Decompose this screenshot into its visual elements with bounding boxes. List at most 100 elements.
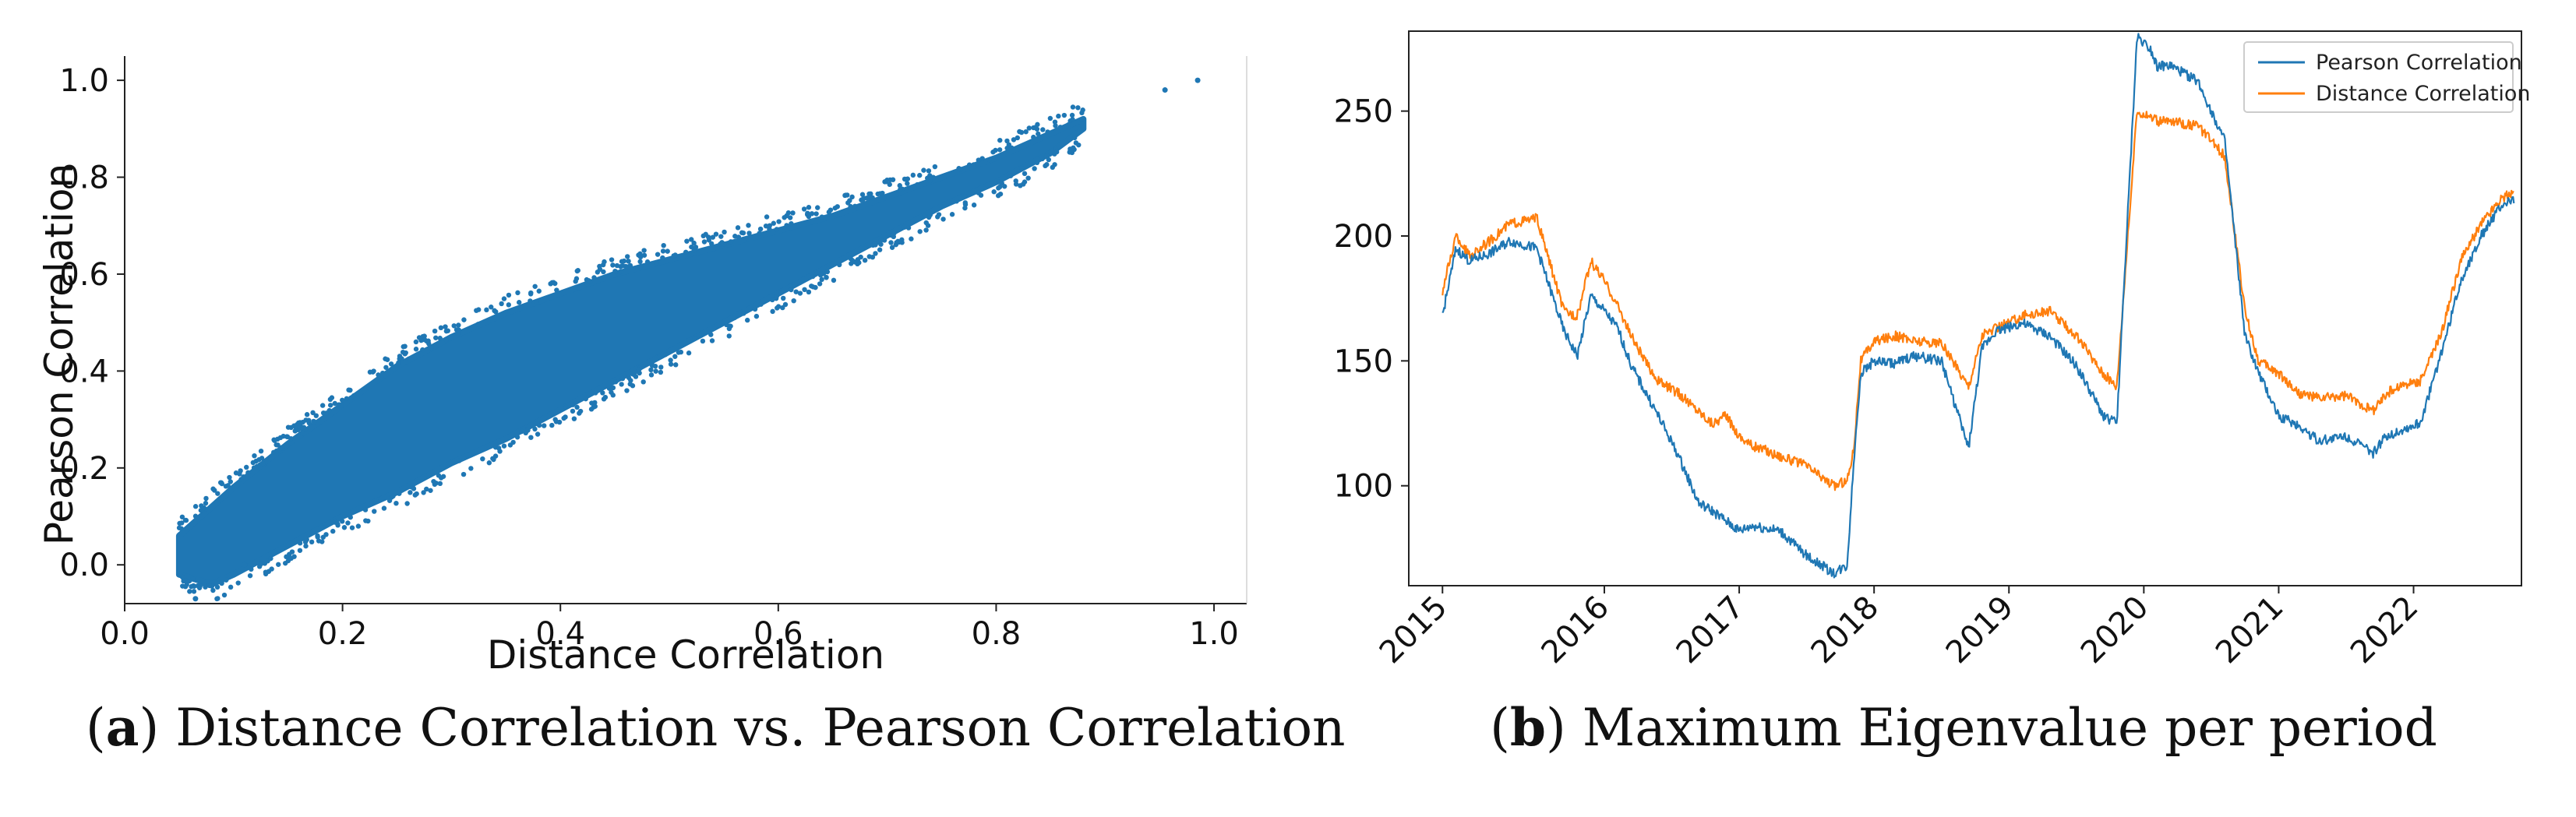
- scatter-point: [724, 322, 729, 328]
- scatter-point: [1036, 131, 1041, 137]
- scatter-point: [413, 339, 419, 345]
- scatter-point: [713, 231, 719, 237]
- scatter-point: [703, 231, 708, 238]
- scatter-point: [228, 584, 234, 590]
- scatter-point: [563, 414, 568, 420]
- scatter-point: [281, 433, 286, 439]
- scatter-point: [242, 562, 248, 568]
- scatter-point: [661, 242, 666, 248]
- scatter-point: [525, 428, 531, 433]
- scatter-y-axis-label: Pearson Correlation: [37, 164, 82, 545]
- scatter-point: [179, 574, 185, 580]
- legend-label-pearson: Pearson Correlation: [2316, 51, 2522, 75]
- scatter-point: [428, 488, 433, 493]
- scatter-x-tick-label: 0.6: [753, 616, 803, 652]
- scatter-point: [935, 214, 940, 220]
- scatter-point: [1007, 173, 1014, 178]
- caption-b-text: Maximum Eigenvalue per period: [1582, 698, 2437, 758]
- scatter-point: [319, 403, 326, 408]
- scatter-point: [902, 224, 908, 230]
- scatter-point: [570, 402, 576, 407]
- scatter-point: [991, 189, 997, 195]
- scatter-point: [826, 210, 832, 215]
- scatter-point: [1034, 126, 1040, 132]
- scatter-point: [966, 162, 972, 167]
- scatter-point: [976, 190, 981, 195]
- scatter-point: [241, 474, 246, 480]
- scatter-point: [624, 388, 630, 393]
- scatter-point: [319, 539, 325, 544]
- scatter-point: [228, 479, 233, 484]
- scatter-point: [648, 372, 655, 378]
- scatter-point: [728, 239, 734, 245]
- scatter-point: [329, 395, 335, 400]
- scatter-point: [201, 505, 206, 511]
- scatter-point: [962, 205, 968, 211]
- scatter-point: [656, 354, 662, 360]
- scatter-point: [915, 181, 920, 188]
- scatter-point: [979, 156, 985, 161]
- scatter-point: [424, 486, 429, 492]
- scatter-point: [186, 578, 192, 584]
- scatter-point: [654, 260, 659, 266]
- scatter-point: [848, 203, 853, 210]
- scatter-point: [668, 361, 674, 367]
- scatter-point: [758, 301, 764, 307]
- line-series-pearson-correlation: [1442, 33, 2515, 579]
- scatter-point: [422, 333, 427, 339]
- scatter-point: [895, 238, 901, 245]
- scatter-point: [701, 239, 708, 245]
- scatter-point: [660, 255, 665, 261]
- scatter-point: [1070, 104, 1076, 110]
- caption-b-letter: b: [1509, 697, 1547, 758]
- scatter-point: [263, 569, 269, 575]
- scatter-point: [940, 217, 946, 222]
- scatter-point: [183, 517, 189, 523]
- scatter-point: [484, 307, 489, 313]
- scatter-point: [196, 585, 203, 590]
- scatter-point: [219, 580, 224, 586]
- scatter-point: [592, 400, 598, 406]
- scatter-point: [676, 350, 682, 355]
- line-y-tick-label: 250: [1334, 94, 1393, 130]
- scatter-point: [206, 583, 213, 589]
- scatter-point: [202, 582, 207, 587]
- scatter-point: [404, 501, 410, 506]
- scatter-point: [574, 404, 580, 410]
- scatter-point: [330, 528, 336, 534]
- scatter-point: [971, 162, 976, 167]
- scatter-point: [782, 215, 787, 220]
- scatter-point: [400, 349, 406, 355]
- scatter-point: [393, 500, 399, 506]
- scatter-point: [726, 333, 732, 339]
- scatter-point: [789, 287, 794, 293]
- scatter-point: [258, 448, 264, 454]
- scatter-point: [932, 164, 938, 170]
- scatter-point: [433, 335, 439, 340]
- scatter-point: [770, 297, 775, 303]
- line-x-tick-label: 2015: [1373, 590, 1455, 671]
- scatter-point: [930, 174, 936, 180]
- scatter-point: [1031, 134, 1036, 140]
- scatter-point: [849, 258, 856, 263]
- scatter-point: [269, 566, 274, 572]
- line-plot-frame: [1408, 30, 2522, 586]
- scatter-point: [887, 181, 892, 188]
- scatter-point: [618, 269, 624, 274]
- caption-b: (b) Maximum Eigenvalue per period: [1490, 697, 2437, 758]
- scatter-y-tick-label: 0.8: [59, 160, 109, 196]
- scatter-point: [570, 408, 576, 414]
- scatter-point: [280, 445, 285, 451]
- scatter-point: [797, 280, 803, 286]
- scatter-point: [1017, 129, 1022, 135]
- scatter-point: [214, 584, 221, 590]
- scatter-point: [310, 410, 316, 416]
- scatter-point: [1057, 125, 1064, 130]
- scatter-point: [192, 504, 199, 509]
- scatter-point: [340, 397, 345, 403]
- scatter-point: [388, 361, 394, 367]
- scatter-point: [438, 325, 444, 331]
- scatter-point: [884, 179, 889, 185]
- scatter-point: [397, 491, 402, 496]
- scatter-point: [644, 259, 651, 265]
